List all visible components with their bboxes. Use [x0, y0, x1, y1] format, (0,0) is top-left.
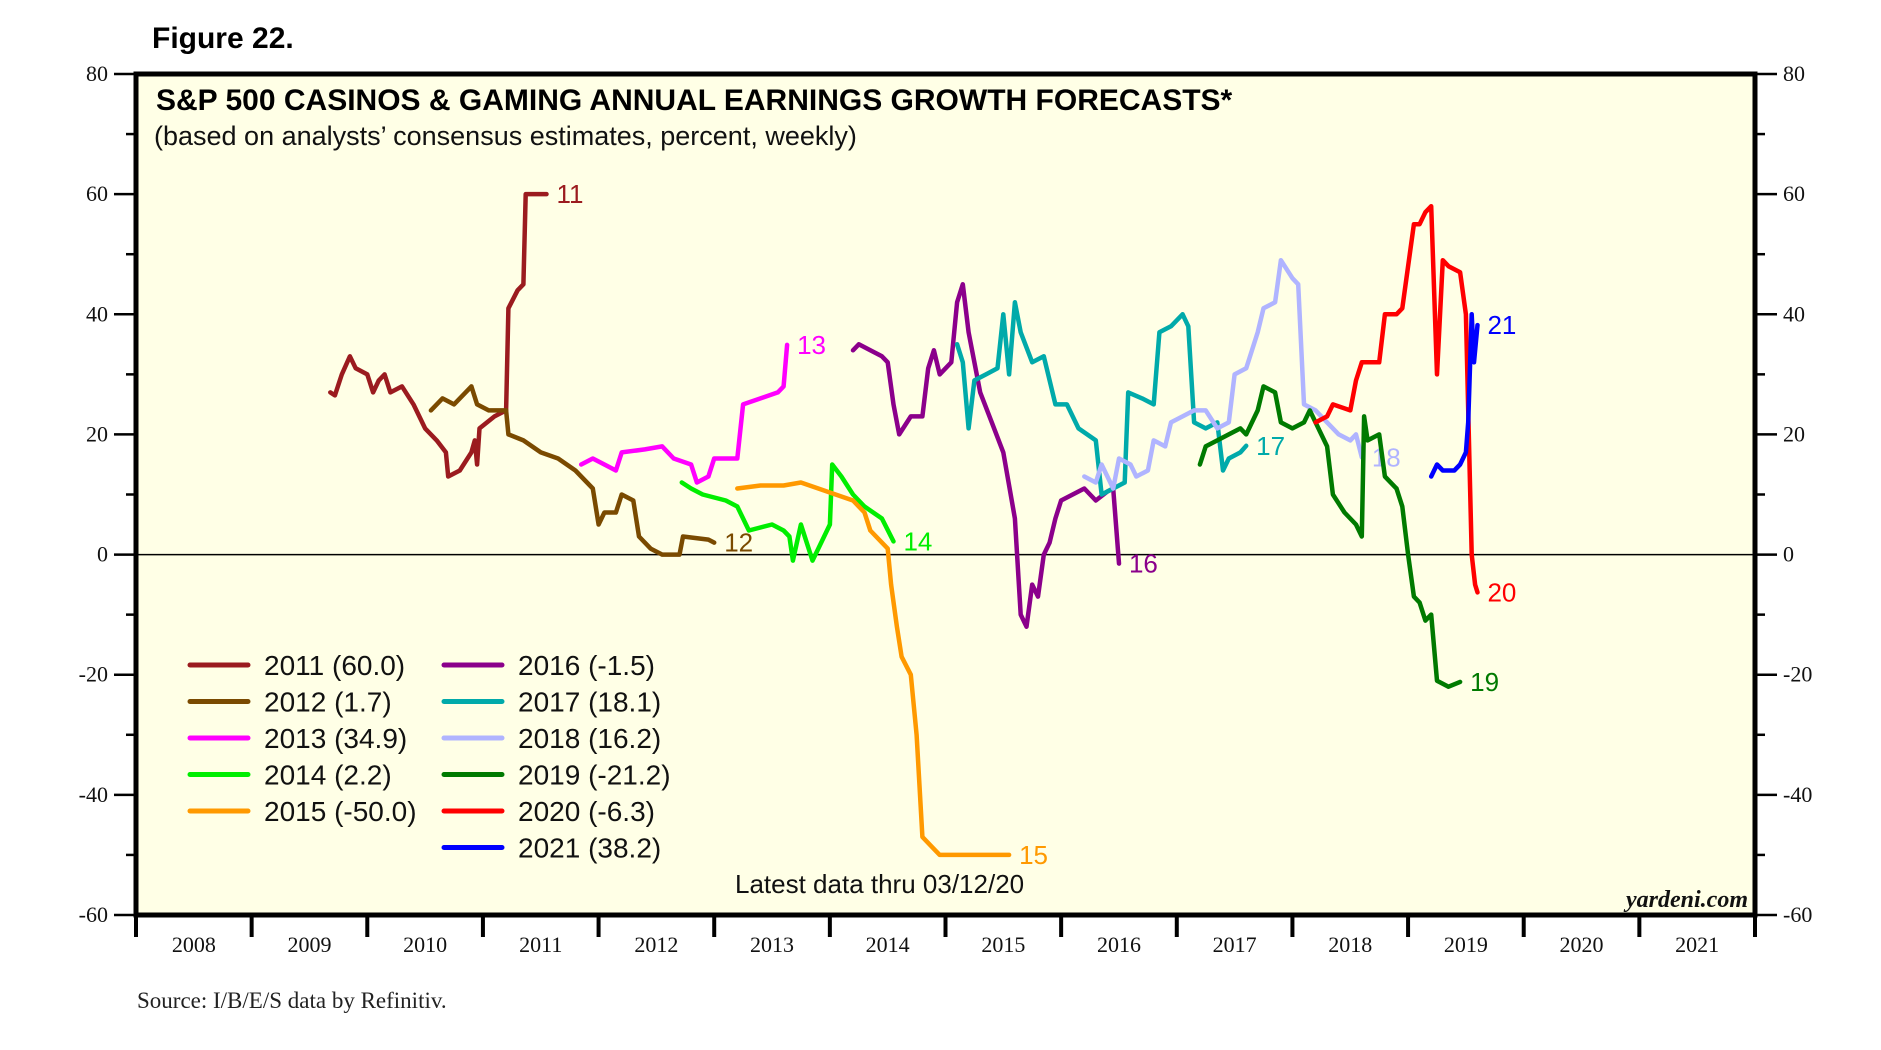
latest-data-note: Latest data thru 03/12/20	[735, 869, 1024, 899]
y-tick-label-right: -60	[1783, 902, 1812, 927]
y-tick-label-left: 20	[86, 421, 108, 446]
x-tick-label: 2011	[519, 932, 562, 957]
series-line-19	[1197, 384, 1463, 689]
y-tick-label-left: 0	[97, 542, 108, 567]
series-line-13	[578, 342, 790, 485]
series-end-label-11: 11	[557, 179, 584, 209]
y-tick-label-left: -20	[79, 662, 108, 687]
series-end-label-15: 15	[1019, 840, 1048, 870]
x-tick-label: 2010	[403, 932, 447, 957]
series-line-17	[954, 300, 1249, 497]
series-end-label-16: 16	[1129, 549, 1158, 579]
series-end-label-20: 20	[1487, 577, 1516, 607]
series-end-label-21: 21	[1487, 310, 1516, 340]
x-tick-label: 2020	[1560, 932, 1604, 957]
legend-item: 2018 (16.2)	[441, 723, 661, 754]
series-line-12	[428, 384, 717, 557]
series-line-11	[328, 191, 549, 479]
legend: 2011 (60.0) 2012 (1.7) 2013 (34.9) 2014 (2.…	[187, 650, 671, 864]
x-tick-label: 2019	[1444, 932, 1488, 957]
legend-item: 2015 (-50.0)	[187, 796, 417, 827]
legend-label: 2011 (60.0)	[264, 650, 405, 681]
x-tick-label: 2013	[750, 932, 794, 957]
x-tick-label: 2014	[866, 932, 910, 957]
y-tick-label-right: 80	[1783, 61, 1805, 86]
legend-label: 2014 (2.2)	[264, 760, 392, 791]
series-line-18	[1082, 257, 1365, 491]
axes: 80 60 40 20 0 -20 -40 -60 80 60 40 20 0 -20 -40 -60 2008…	[79, 61, 1813, 957]
series-line-15	[735, 480, 1012, 858]
chart-title: S&P 500 CASINOS & GAMING ANNUAL EARNINGS…	[156, 84, 1233, 117]
legend-label: 2017 (18.1)	[518, 687, 661, 718]
y-tick-label-left: -60	[79, 902, 108, 927]
x-tick-label: 2008	[172, 932, 216, 957]
legend-label: 2015 (-50.0)	[264, 796, 417, 827]
plot-frame	[133, 71, 1758, 918]
series-end-label-19: 19	[1470, 667, 1499, 697]
legend-item: 2014 (2.2)	[187, 760, 392, 791]
series-line-16	[850, 282, 1122, 629]
x-tick-label: 2009	[287, 932, 331, 957]
legend-item: 2019 (-21.2)	[441, 760, 671, 791]
legend-item: 2013 (34.9)	[187, 723, 407, 754]
legend-item: 2021 (38.2)	[441, 833, 661, 864]
series-end-label-18: 18	[1372, 442, 1401, 472]
y-tick-label-right: -40	[1783, 782, 1812, 807]
y-tick-label-left: 80	[86, 61, 108, 86]
legend-item: 2020 (-6.3)	[441, 796, 655, 827]
legend-label: 2020 (-6.3)	[518, 796, 655, 827]
legend-label: 2013 (34.9)	[264, 723, 407, 754]
series-end-label-14: 14	[903, 526, 932, 556]
y-tick-label-left: -40	[79, 782, 108, 807]
legend-label: 2012 (1.7)	[264, 687, 392, 718]
brand-label: yardeni.com	[1623, 887, 1748, 913]
series-end-label-17: 17	[1256, 431, 1285, 461]
y-tick-label-right: 20	[1783, 421, 1805, 446]
legend-label: 2021 (38.2)	[518, 833, 661, 864]
series-line-21	[1428, 312, 1480, 479]
legend-item: 2016 (-1.5)	[441, 650, 655, 681]
legend-item: 2012 (1.7)	[187, 687, 392, 718]
legend-item: 2011 (60.0)	[187, 650, 405, 681]
plot-background	[136, 74, 1755, 915]
series-line-20	[1313, 203, 1480, 595]
x-tick-label: 2015	[981, 932, 1025, 957]
y-tick-label-right: 0	[1783, 542, 1794, 567]
y-tick-label-right: -20	[1783, 662, 1812, 687]
chart-subtitle: (based on analysts’ consensus estimates,…	[154, 121, 857, 151]
y-tick-label-left: 60	[86, 181, 108, 206]
legend-label: 2019 (-21.2)	[518, 760, 671, 791]
x-tick-label: 2017	[1213, 932, 1257, 957]
x-tick-label: 2021	[1675, 932, 1719, 957]
x-tick-label: 2016	[1097, 932, 1141, 957]
series-line-14	[679, 462, 896, 563]
x-tick-label: 2012	[634, 932, 678, 957]
y-tick-label-left: 40	[86, 301, 108, 326]
legend-item: 2017 (18.1)	[441, 687, 661, 718]
legend-label: 2018 (16.2)	[518, 723, 661, 754]
legend-label: 2016 (-1.5)	[518, 650, 655, 681]
source-note: Source: I/B/E/S data by Refinitiv.	[137, 988, 447, 1013]
y-tick-label-right: 40	[1783, 301, 1805, 326]
x-tick-label: 2018	[1328, 932, 1372, 957]
y-tick-label-right: 60	[1783, 181, 1805, 206]
series-end-label-13: 13	[797, 330, 826, 360]
figure-label: Figure 22.	[152, 22, 294, 55]
